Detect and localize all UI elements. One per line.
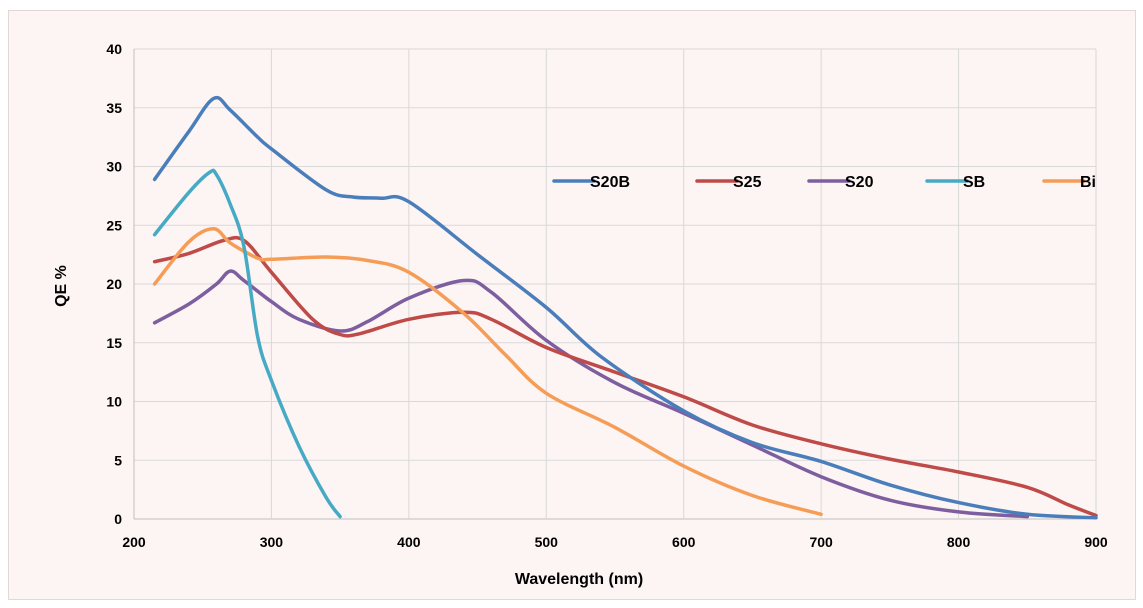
x-axis-title: Wavelength (nm) bbox=[515, 571, 643, 588]
y-tick-label: 0 bbox=[114, 511, 122, 527]
x-tick-label: 200 bbox=[122, 534, 146, 550]
legend: S20B S25 S20 SB Bi bbox=[552, 174, 1096, 191]
axis-layer: 0 5 10 15 20 25 30 35 40 200 300 400 500 600 700 800 900 bbox=[106, 41, 1107, 550]
qe-line-chart: 0 5 10 15 20 25 30 35 40 200 300 400 500 600 700 800 900… bbox=[53, 41, 1108, 588]
x-tick-label: 700 bbox=[809, 534, 833, 550]
series-line-s25 bbox=[152, 235, 1098, 518]
legend-label-s25: S25 bbox=[733, 174, 762, 191]
x-tick-label: 500 bbox=[535, 534, 559, 550]
y-axis-title: QE % bbox=[53, 265, 70, 307]
y-tick-label: 35 bbox=[106, 100, 122, 116]
x-tick-label: 300 bbox=[260, 534, 284, 550]
legend-label-sb: SB bbox=[963, 174, 985, 191]
series-line-bi bbox=[152, 227, 823, 517]
x-tick-label: 800 bbox=[947, 534, 971, 550]
y-tick-label: 20 bbox=[106, 276, 122, 292]
series-line-s20b bbox=[152, 95, 1098, 520]
legend-label-s20: S20 bbox=[845, 174, 874, 191]
x-tick-label: 600 bbox=[672, 534, 696, 550]
grid-layer bbox=[133, 48, 1097, 520]
y-tick-label: 15 bbox=[106, 335, 122, 351]
x-tick-label: 900 bbox=[1084, 534, 1108, 550]
series-line-sb bbox=[152, 168, 342, 519]
y-tick-label: 10 bbox=[106, 394, 122, 410]
y-tick-label: 30 bbox=[106, 159, 122, 175]
chart-frame: 0 5 10 15 20 25 30 35 40 200 300 400 500 600 700 800 900… bbox=[8, 10, 1136, 600]
x-tick-label: 400 bbox=[397, 534, 421, 550]
y-tick-label: 40 bbox=[106, 41, 122, 57]
legend-label-bi: Bi bbox=[1080, 174, 1096, 191]
series-layer bbox=[152, 95, 1098, 520]
y-tick-label: 5 bbox=[114, 452, 122, 468]
legend-label-s20b: S20B bbox=[590, 174, 630, 191]
y-tick-label: 25 bbox=[106, 217, 122, 233]
series-line-s20 bbox=[152, 269, 1030, 519]
